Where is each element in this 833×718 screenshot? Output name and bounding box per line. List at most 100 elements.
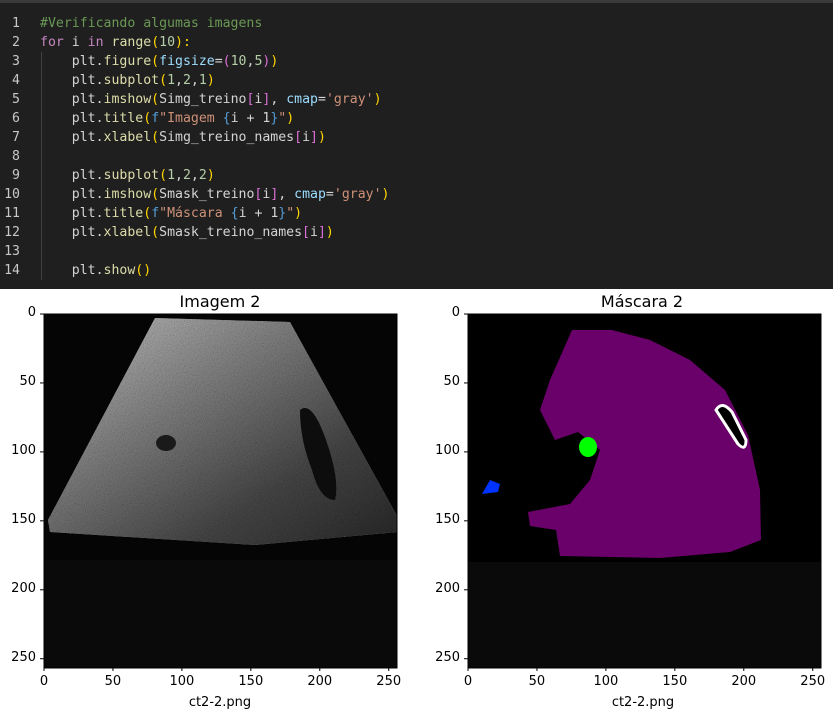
- code-token: =: [317, 92, 326, 107]
- code-text: plt.xlabel(Simg_treino_names[i]): [40, 128, 326, 147]
- code-token: xlabel: [103, 130, 152, 145]
- left-ytick-label: 200: [11, 580, 36, 596]
- code-token: imshow: [103, 187, 152, 202]
- right-ytick-label: 0: [451, 305, 460, 320]
- code-token: f: [151, 206, 160, 221]
- code-token: Simg_treino: [159, 92, 247, 107]
- right-xtick-label: 100: [593, 674, 619, 689]
- code-token: plt.: [40, 168, 104, 183]
- code-token: figure: [103, 54, 152, 69]
- right-ytick-label: 250: [435, 649, 460, 665]
- code-token: plt.: [40, 225, 104, 240]
- code-token: ): [294, 206, 303, 221]
- right-xtick-label: 0: [463, 674, 473, 689]
- code-token: 'gray': [333, 187, 382, 202]
- code-token: ]: [317, 225, 326, 240]
- code-token: ): [206, 168, 215, 183]
- code-token: (: [159, 168, 168, 183]
- code-cell[interactable]: 1 #Verificando algumas imagens 2 for i in r…: [0, 0, 833, 289]
- code-token: (: [151, 130, 160, 145]
- code-token: ]: [270, 187, 279, 202]
- code-line[interactable]: 11 plt.title(f"Máscara {i + 1}"): [0, 204, 833, 223]
- code-token: Smask_treino_names: [159, 225, 303, 240]
- line-number: 8: [12, 149, 20, 164]
- code-token: i + 1: [238, 206, 279, 221]
- code-line[interactable]: 8: [0, 147, 833, 166]
- code-token: 'gray': [325, 92, 374, 107]
- code-token: ): [286, 111, 295, 126]
- left-plot-title: Imagem 2: [179, 292, 261, 311]
- code-line[interactable]: 13: [0, 242, 833, 261]
- code-line[interactable]: 1 #Verificando algumas imagens: [0, 14, 833, 33]
- code-token: ): [325, 225, 334, 240]
- code-token: ): [206, 73, 215, 88]
- code-token: i: [310, 225, 318, 240]
- code-token: (): [135, 263, 152, 278]
- code-token: in: [87, 35, 104, 50]
- code-token: ]: [310, 130, 318, 145]
- code-token: 1: [167, 168, 176, 183]
- code-token: plt.: [40, 130, 104, 145]
- ultrasound-image: [44, 314, 397, 668]
- code-token: Smask_treino: [159, 187, 255, 202]
- code-token: subplot: [103, 73, 160, 88]
- code-token: }: [270, 111, 279, 126]
- code-token: [: [254, 187, 263, 202]
- code-token: ": [278, 111, 287, 126]
- code-token: i: [262, 187, 271, 202]
- code-text: plt.title(f"Máscara {i + 1}"): [40, 204, 302, 223]
- line-number: 14: [4, 263, 20, 278]
- code-token: ,: [175, 168, 183, 183]
- right-ytick-label: 50: [443, 373, 460, 389]
- line-number: 5: [12, 92, 20, 107]
- code-token: plt.: [40, 54, 104, 69]
- right-xtick-label: 200: [731, 674, 757, 689]
- right-plot-title: Máscara 2: [600, 292, 684, 311]
- code-text: plt.imshow(Smask_treino[i], cmap='gray'): [40, 185, 390, 204]
- line-number: 3: [12, 54, 20, 69]
- code-line[interactable]: 7 plt.xlabel(Simg_treino_names[i]): [0, 128, 833, 147]
- code-token: i: [302, 130, 311, 145]
- code-token: plt.: [40, 187, 104, 202]
- code-line[interactable]: 3 plt.figure(figsize=(10,5)): [0, 52, 833, 71]
- code-text: plt.title(f"Imagem {i + 1}"): [40, 109, 294, 128]
- left-ytick-label: 50: [19, 373, 36, 389]
- code-token: ,: [190, 168, 199, 183]
- right-axes-frame: [467, 313, 822, 669]
- left-xtick-label: 200: [307, 674, 333, 689]
- code-token: plt.: [40, 206, 104, 221]
- code-token: ,: [175, 73, 183, 88]
- code-line[interactable]: 6 plt.title(f"Imagem {i + 1}"): [0, 109, 833, 128]
- code-line[interactable]: 2 for i in range(10):: [0, 33, 833, 52]
- code-token: (: [151, 92, 160, 107]
- code-token: 10: [230, 54, 247, 69]
- left-axes-frame: [43, 313, 398, 669]
- code-token: Simg_treino_names: [159, 130, 295, 145]
- code-token: subplot: [103, 168, 160, 183]
- code-text: for i in range(10):: [40, 33, 191, 52]
- code-token: ,: [270, 92, 287, 107]
- code-token: plt.: [40, 92, 104, 107]
- right-ytick-label: 150: [435, 511, 460, 527]
- code-text: plt.figure(figsize=(10,5)): [40, 52, 279, 71]
- code-token: ,: [246, 54, 255, 69]
- code-token: "Máscara: [159, 206, 231, 221]
- left-ytick-label: 100: [11, 442, 36, 458]
- tick-marks: [40, 313, 814, 671]
- code-line[interactable]: 4 plt.subplot(1,2,1): [0, 71, 833, 90]
- mask-image: [468, 314, 821, 668]
- right-xtick-label: 50: [528, 674, 546, 689]
- code-line[interactable]: 12 plt.xlabel(Smask_treino_names[i]): [0, 223, 833, 242]
- code-token: [: [246, 92, 255, 107]
- code-token: {: [222, 111, 231, 126]
- code-line[interactable]: 5 plt.imshow(Simg_treino[i], cmap='gray'…: [0, 90, 833, 109]
- code-token: ): [262, 54, 271, 69]
- code-line[interactable]: 10 plt.imshow(Smask_treino[i], cmap='gra…: [0, 185, 833, 204]
- left-ytick-label: 150: [11, 511, 36, 527]
- code-line[interactable]: 9 plt.subplot(1,2,2): [0, 166, 833, 185]
- code-line[interactable]: 14 plt.show(): [0, 261, 833, 280]
- left-xlabel: ct2-2.png: [188, 695, 252, 710]
- code-token: [: [302, 225, 310, 240]
- line-number: 2: [12, 35, 20, 50]
